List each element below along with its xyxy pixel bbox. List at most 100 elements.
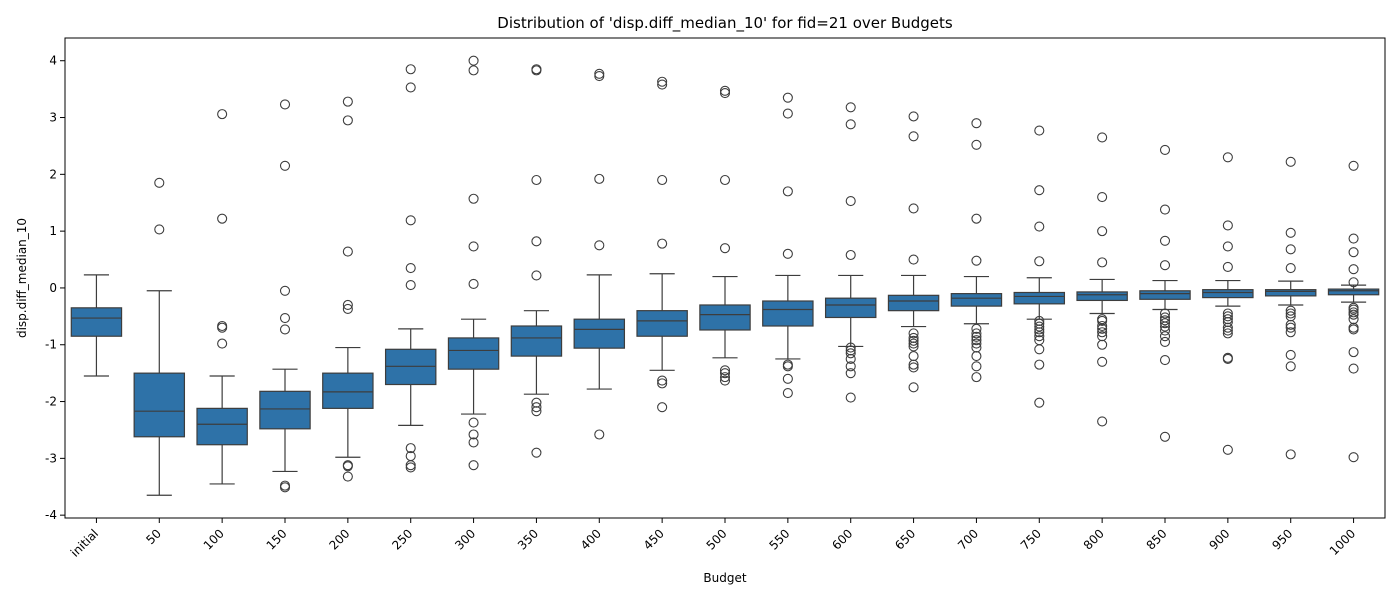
outlier-point [531,65,542,76]
box-group [70,274,123,377]
box [70,307,123,337]
x-tick-label: 800 [1081,526,1107,552]
outlier-point [342,471,353,482]
outlier-point [1159,355,1171,366]
outlier-point [719,174,731,186]
outlier-point [405,263,416,274]
outlier-point [971,255,982,266]
outlier-point [1034,324,1045,335]
y-axis-title: disp.diff_median_10 [15,218,29,338]
outlier-point [1222,152,1233,163]
box-group [133,177,186,496]
outlier-point [405,64,416,75]
outlier-point [657,174,668,186]
outlier-point [279,324,291,335]
outlier-point [468,460,479,471]
outlier-point [971,361,982,372]
outlier-point [217,322,228,333]
outlier-point [1097,323,1108,334]
outlier-point [405,215,416,226]
outlier-point [1348,363,1359,374]
outlier-point [1348,309,1359,320]
outlier-point [1034,327,1045,338]
outlier-point [1348,347,1359,358]
outlier-point [531,406,542,417]
outlier-point [908,382,919,393]
outlier-point [719,372,731,383]
x-tick-label: 950 [1269,526,1295,552]
box-group [384,64,437,473]
outlier-point [971,213,982,224]
x-tick-label: 750 [1018,526,1044,552]
outlier-point [657,79,668,90]
outlier-point [908,341,919,352]
outlier-point [908,338,919,349]
outlier-point [1348,324,1359,335]
outlier-point [1159,321,1171,332]
outlier-point [1097,327,1108,338]
outlier-point [971,328,982,339]
x-tick-label: 150 [264,526,290,552]
outlier-point [342,303,353,315]
outlier-point [1285,305,1296,316]
y-tick-label: 4 [49,54,57,68]
outlier-point [468,55,479,66]
outlier-point [342,115,353,126]
outlier-point [531,174,542,186]
box [762,300,814,327]
box [1327,288,1380,296]
x-tick-label: 300 [452,526,478,552]
x-tick-label: 500 [704,526,730,552]
outlier-point [971,338,982,349]
box-group [762,92,814,399]
box [259,390,311,430]
box [573,318,626,349]
x-tick-label: 200 [326,526,352,552]
box-group [636,76,688,413]
outlier-point [1097,416,1108,427]
outlier-point [1034,321,1045,332]
outlier-point [405,280,416,291]
outlier-point [908,359,919,370]
y-tick-label: 2 [49,167,57,181]
box-group [447,55,500,471]
y-tick-label: -1 [45,338,57,352]
outlier-point [1159,315,1171,326]
outlier-point [782,373,793,384]
outlier-point [908,254,919,265]
x-tick-label: 650 [892,526,918,552]
box-group [1139,144,1191,442]
outlier-point [405,82,416,93]
outlier-point [1348,233,1359,244]
outlier-point [594,71,605,82]
outlier-point [468,278,479,290]
outlier-point [531,447,542,458]
outlier-point [1348,264,1359,275]
outlier-point [845,353,856,364]
box-group [510,64,563,458]
outlier-point [1285,308,1296,319]
outlier-point [1159,144,1171,155]
y-tick-label: -2 [45,395,57,409]
box [1264,289,1317,297]
outlier-point [1159,331,1171,342]
outlier-point [1222,220,1233,231]
outlier-point [1159,318,1171,329]
outlier-point [908,351,919,362]
outlier-point [971,118,982,129]
outlier-point [719,85,731,96]
outlier-point [1097,226,1108,237]
outlier-point [1097,132,1108,143]
box-group [1327,160,1380,463]
box-group [1264,156,1317,460]
outlier-point [1285,349,1296,361]
outlier-point [908,111,919,122]
outlier-point [468,241,479,252]
outlier-point [1034,256,1045,267]
outlier-point [845,392,856,403]
outlier-point [845,249,856,261]
outlier-point [782,108,793,119]
x-tick-label: 250 [389,526,415,552]
outlier-point [719,243,731,254]
